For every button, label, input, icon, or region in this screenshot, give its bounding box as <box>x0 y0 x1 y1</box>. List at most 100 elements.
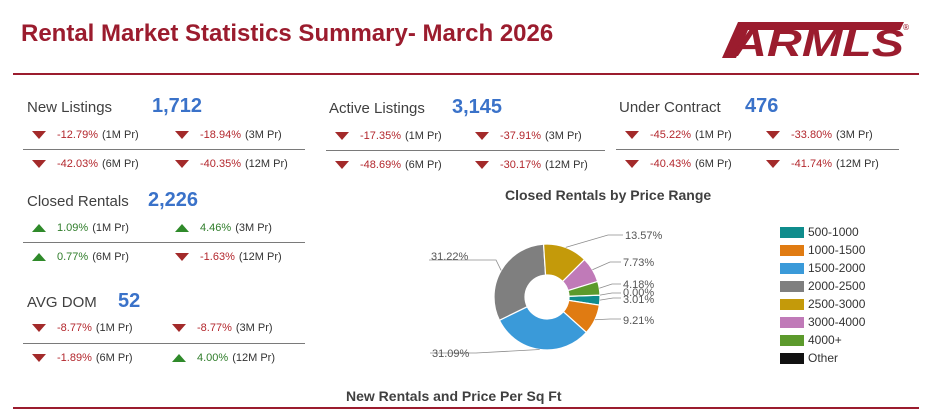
active-listings-change-1mpr: -17.35% (1M Pr) <box>335 130 442 142</box>
legend-item: 1000-1500 <box>780 241 865 259</box>
donut-slice-2000-2500[interactable] <box>493 243 547 322</box>
legend-label: 2000-2500 <box>808 279 866 293</box>
leader-line <box>594 318 621 321</box>
header-rule <box>13 73 919 75</box>
legend-item: 500-1000 <box>780 223 865 241</box>
closed-rentals-value: 2,226 <box>148 189 199 211</box>
new-listings-divider <box>23 149 305 150</box>
trend-down-icon <box>32 324 46 332</box>
change-period: (1M Pr) <box>404 130 442 142</box>
new-listings-change-12mpr: -40.35% (12M Pr) <box>175 158 288 170</box>
trend-down-icon <box>335 161 349 169</box>
change-percent: -8.77% <box>57 322 92 334</box>
change-percent: -48.69% <box>360 159 401 171</box>
trend-down-icon <box>175 131 189 139</box>
data-label: 0.00% <box>623 287 654 299</box>
trend-down-icon <box>175 160 189 168</box>
footer-rule <box>13 407 919 409</box>
change-percent: -17.35% <box>360 130 401 142</box>
legend-swatch <box>780 280 804 292</box>
change-period: (12M Pr) <box>544 159 588 171</box>
avg-dom-change-1mpr: -8.77% (1M Pr) <box>32 322 133 334</box>
new-listings-label: New Listings <box>27 99 113 116</box>
under-contract-divider <box>616 149 899 150</box>
trend-down-icon <box>475 161 489 169</box>
change-percent: -41.74% <box>791 158 832 170</box>
trend-down-icon <box>766 160 780 168</box>
change-percent: -18.94% <box>200 129 241 141</box>
change-percent: -8.77% <box>197 322 232 334</box>
change-period: (12M Pr) <box>232 352 275 364</box>
active-listings-divider <box>326 150 605 151</box>
closed-rentals-change-1mpr: 1.09% (1M Pr) <box>32 222 129 234</box>
active-listings-change-6mpr: -48.69% (6M Pr) <box>335 159 442 171</box>
change-percent: -40.43% <box>650 158 691 170</box>
new-listings-change-3mpr: -18.94% (3M Pr) <box>175 129 282 141</box>
data-label: 13.57% <box>625 230 663 242</box>
closed-rentals-change-12mpr: -1.63% (12M Pr) <box>175 251 282 263</box>
leader-line <box>429 259 502 271</box>
change-period: (12M Pr) <box>244 158 288 170</box>
chart-legend: 500-1000 1000-1500 1500-2000 2000-2500 2500-… <box>780 223 865 367</box>
avg-dom-change-3mpr: -8.77% (3M Pr) <box>172 322 273 334</box>
change-period: (12M Pr) <box>835 158 879 170</box>
data-label: 31.09% <box>432 348 470 360</box>
trend-down-icon <box>32 160 46 168</box>
armls-logo: ARMLS ® <box>722 22 910 62</box>
new-rentals-section-title: New Rentals and Price Per Sq Ft <box>346 388 562 404</box>
closed-rentals-divider <box>23 242 305 243</box>
logo-registered-mark: ® <box>902 23 910 32</box>
legend-label: 3000-4000 <box>808 315 866 329</box>
legend-swatch <box>780 226 804 238</box>
change-period: (12M Pr) <box>238 251 282 263</box>
avg-dom-label: AVG DOM <box>27 294 97 311</box>
closed-rentals-label: Closed Rentals <box>27 193 129 210</box>
trend-down-icon <box>172 324 186 332</box>
change-period: (6M Pr) <box>95 352 133 364</box>
change-period: (6M Pr) <box>694 158 732 170</box>
closed-rentals-change-3mpr: 4.46% (3M Pr) <box>175 222 272 234</box>
change-percent: 4.00% <box>197 352 229 364</box>
active-listings-change-12mpr: -30.17% (12M Pr) <box>475 159 588 171</box>
legend-item: 1500-2000 <box>780 259 865 277</box>
avg-dom-divider <box>23 343 305 344</box>
change-period: (6M Pr) <box>101 158 139 170</box>
new-listings-change-1mpr: -12.79% (1M Pr) <box>32 129 139 141</box>
data-label: 31.22% <box>431 251 469 263</box>
trend-down-icon <box>32 131 46 139</box>
data-label: 3.01% <box>623 294 654 306</box>
legend-swatch <box>780 334 804 346</box>
chart-title: Closed Rentals by Price Range <box>505 187 712 203</box>
price-range-donut-chart: 3.01% 9.21% 31.09% 31.22% 13.57% 7.73% 4.18%0.… <box>429 230 663 360</box>
change-percent: -12.79% <box>57 129 98 141</box>
data-label: 7.73% <box>623 257 654 269</box>
legend-swatch <box>780 298 804 310</box>
legend-label: 1000-1500 <box>808 243 866 257</box>
trend-down-icon <box>475 132 489 140</box>
trend-down-icon <box>625 131 639 139</box>
leader-line <box>599 283 621 289</box>
change-percent: -40.35% <box>200 158 241 170</box>
donut-slice-1500-2000[interactable] <box>498 305 588 351</box>
new-listings-value: 1,712 <box>152 95 203 117</box>
change-period: (6M Pr) <box>404 159 442 171</box>
trend-up-icon <box>32 253 46 261</box>
change-percent: 1.09% <box>57 222 89 234</box>
change-period: (3M Pr) <box>835 129 873 141</box>
donut-slice-4000plus[interactable] <box>567 280 601 297</box>
change-percent: -37.91% <box>500 130 541 142</box>
trend-down-icon <box>32 354 46 362</box>
change-period: (3M Pr) <box>235 322 273 334</box>
change-period: (1M Pr) <box>95 322 133 334</box>
change-percent: -1.63% <box>200 251 235 263</box>
under-contract-change-1mpr: -45.22% (1M Pr) <box>625 129 732 141</box>
under-contract-change-12mpr: -41.74% (12M Pr) <box>766 158 879 170</box>
leader-line <box>599 297 621 301</box>
under-contract-value: 476 <box>745 95 779 117</box>
new-listings-change-6mpr: -42.03% (6M Pr) <box>32 158 139 170</box>
change-percent: 0.77% <box>57 251 89 263</box>
change-percent: -42.03% <box>57 158 98 170</box>
change-period: (3M Pr) <box>244 129 282 141</box>
logo-text: ARMLS <box>731 23 904 62</box>
data-label: 4.18% <box>623 279 654 291</box>
